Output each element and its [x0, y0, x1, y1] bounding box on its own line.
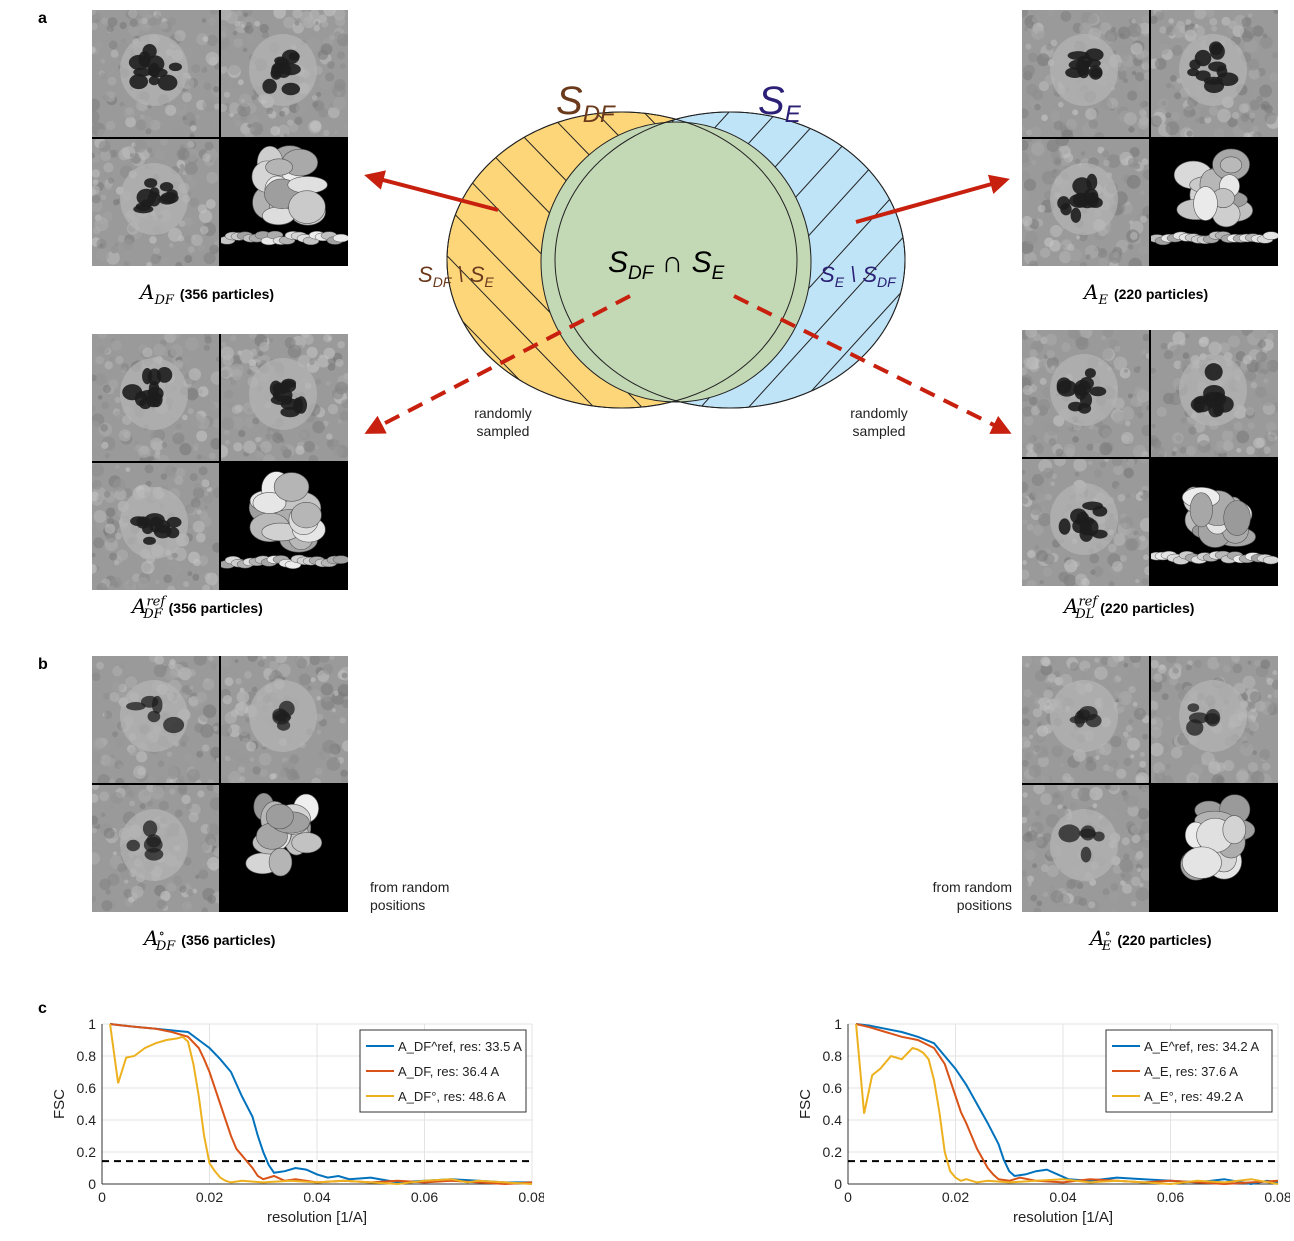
x-tick-label: 0.04 [1049, 1189, 1076, 1205]
y-tick-label: 0.8 [823, 1048, 843, 1064]
note-random-positions-left: from random positions [370, 879, 450, 913]
slice-view [1022, 139, 1149, 266]
x-tick-label: 0.08 [518, 1189, 544, 1205]
tomogram-tile-a-e [1022, 10, 1278, 266]
tomogram-tile-a-e-random [1022, 656, 1278, 912]
venn-diagram: SDF SE SDF ∩ SE SDF \ SE SE \ SDF [364, 79, 1012, 434]
slice-view [1022, 459, 1149, 586]
surface-render [1151, 139, 1278, 266]
legend-entry: A_DF, res: 36.4 A [398, 1064, 499, 1079]
y-tick-label: 0 [88, 1176, 96, 1192]
fsc-chart-right: 0 0.02 0.04 0.06 0.08 0 0.2 0.4 0.6 0.8 1 resolutio… [797, 1016, 1290, 1226]
slice-view [92, 463, 219, 590]
x-tick-label: 0.06 [1157, 1189, 1184, 1205]
slice-view [1151, 10, 1278, 137]
slice-view [92, 139, 219, 266]
venn-label-right-only: SE \ SDF [820, 262, 897, 290]
note-randomly-sampled-left: randomly sampled [474, 405, 532, 439]
venn-label-intersection: SDF ∩ SE [608, 246, 725, 284]
tomogram-tile-a-df-ref [92, 334, 348, 590]
y-tick-label: 0.2 [823, 1144, 843, 1160]
panel-label-c: c [38, 1000, 47, 1017]
x-tick-label: 0.06 [411, 1189, 438, 1205]
surface-render [1151, 459, 1278, 586]
x-axis-label: resolution [1/A] [267, 1209, 367, 1226]
slice-view [1022, 10, 1149, 137]
surface-render [221, 463, 348, 590]
fsc-series-line [109, 1023, 533, 1186]
slice-view [1022, 656, 1149, 783]
caption-a-e: AE (220 particles) [1084, 280, 1209, 308]
venn-label-left-only: SDF \ SE [418, 262, 494, 290]
caption-a-df-random: A∘DF (356 particles) [144, 926, 276, 954]
x-axis-label: resolution [1/A] [1013, 1209, 1113, 1226]
x-tick-label: 0.02 [942, 1189, 969, 1205]
legend-entry: A_E^ref, res: 34.2 A [1144, 1039, 1260, 1054]
slice-view [1151, 656, 1278, 783]
y-tick-label: 1 [88, 1016, 96, 1032]
note-randomly-sampled-right: randomly sampled [850, 405, 908, 439]
arrow-to-a-e [855, 174, 1010, 224]
arrow-to-a-df [364, 170, 499, 212]
panel-label-a: a [38, 10, 47, 27]
y-tick-label: 0.4 [823, 1112, 843, 1128]
legend-entry: A_DF°, res: 48.6 A [398, 1089, 506, 1104]
surface-render [221, 785, 348, 912]
slice-view [221, 10, 348, 137]
fsc-series-line [855, 1023, 1279, 1186]
y-tick-label: 0.6 [823, 1080, 843, 1096]
y-tick-label: 0.8 [77, 1048, 97, 1064]
surface-render [221, 139, 348, 266]
caption-a-dl-ref: ArefDL (220 particles) [1064, 594, 1195, 622]
y-tick-label: 0.2 [77, 1144, 97, 1160]
slice-view [92, 10, 219, 137]
fsc-chart-left: 0 0.02 0.04 0.06 0.08 0 0.2 0.4 0.6 0.8 1 resolutio… [51, 1016, 544, 1226]
legend-entry: A_E°, res: 49.2 A [1144, 1089, 1243, 1104]
x-tick-label: 0.04 [303, 1189, 330, 1205]
tomogram-tile-a-df-random [92, 656, 348, 912]
slice-view [92, 334, 219, 461]
tomogram-tile-a-df [92, 10, 348, 266]
note-random-positions-right: from random positions [932, 879, 1012, 913]
tomogram-tile-a-dl-ref [1022, 330, 1278, 586]
surface-render [1151, 785, 1278, 912]
venn-label-s-e: SE [758, 79, 802, 128]
y-axis-label: FSC [51, 1089, 68, 1119]
caption-a-df: ADF (356 particles) [140, 280, 275, 308]
venn-label-s-df: SDF [556, 79, 616, 128]
fsc-series-line [109, 1023, 532, 1184]
caption-a-e-random: A∘E (220 particles) [1090, 926, 1212, 954]
legend-entry: A_E, res: 37.6 A [1144, 1064, 1238, 1079]
slice-view [221, 334, 348, 461]
slice-view [221, 656, 348, 783]
fsc-series-line [109, 1023, 533, 1186]
x-tick-label: 0.02 [196, 1189, 223, 1205]
slice-view [1022, 330, 1149, 457]
y-tick-label: 0 [834, 1176, 842, 1192]
fsc-series-line [855, 1023, 1279, 1186]
x-tick-label: 0 [98, 1189, 106, 1205]
x-tick-label: 0.08 [1264, 1189, 1290, 1205]
y-axis-label: FSC [797, 1089, 814, 1119]
slice-view [1022, 785, 1149, 912]
y-tick-label: 0.6 [77, 1080, 97, 1096]
x-tick-label: 0 [844, 1189, 852, 1205]
venn-intersection [540, 121, 812, 403]
panel-label-b: b [38, 656, 48, 673]
arrow-dashed-to-a-df-ref [364, 294, 631, 434]
slice-view [1151, 330, 1278, 457]
slice-view [92, 656, 219, 783]
legend-entry: A_DF^ref, res: 33.5 A [398, 1039, 522, 1054]
caption-a-df-ref: ArefDF (356 particles) [132, 594, 263, 622]
slice-view [92, 785, 219, 912]
y-tick-label: 0.4 [77, 1112, 97, 1128]
y-tick-label: 1 [834, 1016, 842, 1032]
